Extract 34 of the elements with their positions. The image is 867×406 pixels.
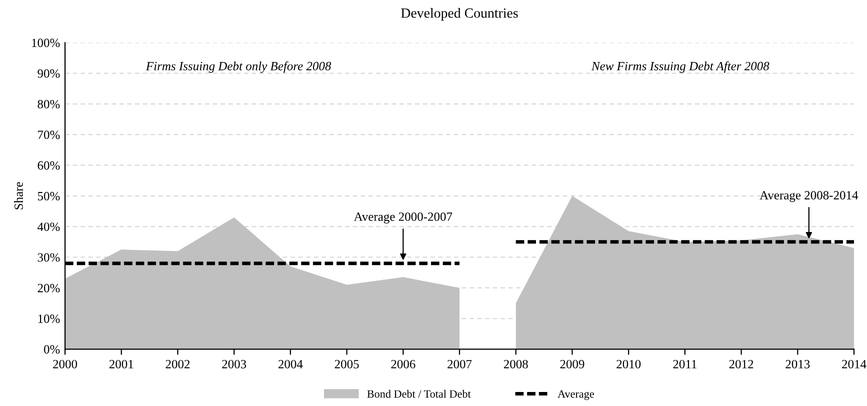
y-tick-label: 30%	[38, 253, 60, 262]
annotation: Average 2008-2014	[760, 191, 858, 202]
y-tick-label: 20%	[38, 284, 60, 292]
annotation: New Firms Issuing Debt After 2008	[591, 61, 770, 73]
y-tick-label: 70%	[38, 130, 60, 140]
x-tick-label: 2006	[391, 360, 416, 368]
x-tick-label: 2008	[504, 360, 528, 368]
x-tick-label: 2001	[109, 360, 134, 368]
annotation: Average 2000-2007	[354, 212, 452, 224]
x-tick-label: 2009	[560, 360, 584, 368]
x-tick-label: 2003	[222, 360, 246, 368]
x-tick-label: 2010	[616, 360, 641, 368]
x-tick-label: 2011	[673, 360, 696, 368]
y-tick-label: 10%	[38, 314, 60, 324]
y-tick-label: 80%	[38, 100, 60, 108]
x-tick-label: 2007	[448, 360, 472, 368]
legend-label: Average	[558, 390, 594, 400]
legend-label: Bond Debt / Total Debt	[367, 390, 471, 398]
y-tick-label: 60%	[38, 161, 60, 170]
y-tick-label: 40%	[37, 222, 60, 232]
x-tick-label: 2013	[786, 360, 810, 368]
annotation: Firms Issuing Debt only Before 2008	[146, 61, 332, 73]
x-tick-label: 2005	[334, 360, 359, 368]
y-tick-label: 0%	[44, 345, 60, 354]
y-axis-title: Share	[14, 182, 23, 210]
x-tick-label: 2012	[729, 360, 754, 368]
chart-title: Developed Countries	[401, 8, 518, 21]
y-tick-label: 90%	[38, 69, 60, 78]
x-tick-label: 2004	[278, 360, 303, 368]
x-tick-label: 2014	[842, 360, 866, 368]
y-tick-label: 100%	[32, 38, 60, 48]
y-tick-label: 50%	[38, 192, 60, 200]
x-tick-label: 2002	[166, 360, 190, 368]
x-tick-label: 2000	[53, 360, 78, 368]
